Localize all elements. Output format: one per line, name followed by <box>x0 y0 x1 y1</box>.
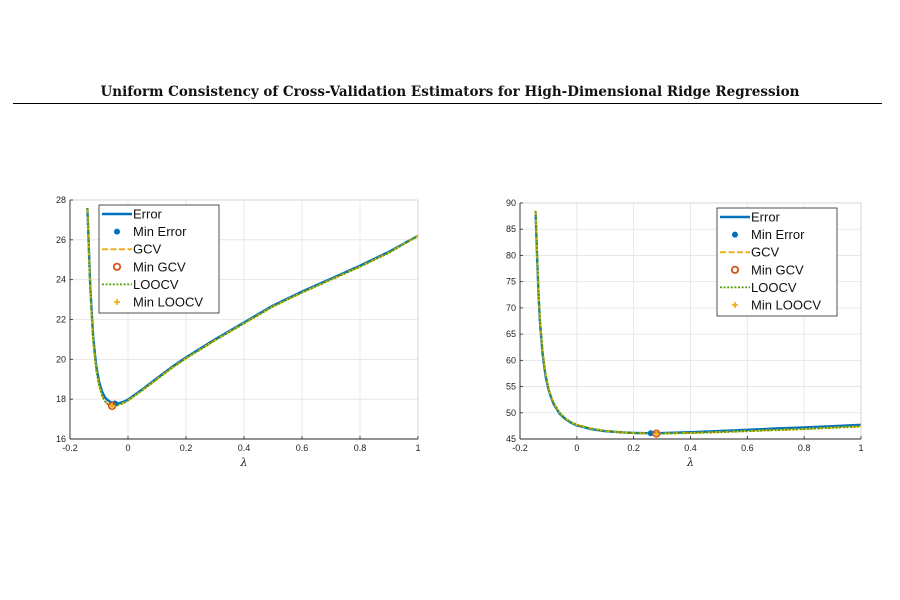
legend-label-min-error: Min Error <box>133 224 187 239</box>
tick-label-y: 65 <box>506 329 516 339</box>
legend-label-min-loocv: Min LOOCV <box>751 298 821 313</box>
tick-label-x: 0.6 <box>296 443 309 453</box>
paper-title: Uniform Consistency of Cross-Validation … <box>100 84 800 100</box>
tick-label-x: 0.8 <box>354 443 367 453</box>
tick-label-x: 0.4 <box>684 443 697 453</box>
legend-label-error: Error <box>751 210 781 225</box>
marker-min-loocv <box>109 402 116 409</box>
legend-swatch-min-loocv <box>114 299 120 305</box>
legend-box <box>716 207 838 317</box>
legend-label-min-loocv: Min LOOCV <box>133 295 203 310</box>
tick-label-y: 16 <box>56 434 66 444</box>
tick-label-y: 24 <box>56 275 66 285</box>
tick-label-y: 55 <box>506 382 516 392</box>
tick-label-x: 0.2 <box>180 443 193 453</box>
tick-label-y: 26 <box>56 235 66 245</box>
legend-swatch-min-error <box>732 231 738 238</box>
legend-label-min-gcv: Min GCV <box>133 259 186 274</box>
tick-label-x: 1 <box>415 443 420 453</box>
legend: Error Min Error GCV Min GCV LOOCV Min LOOCV <box>716 207 838 317</box>
x-axis-label: λ <box>240 456 248 469</box>
legend-box <box>98 204 220 314</box>
tick-label-x: 0.6 <box>741 443 754 453</box>
tick-label-x: 0 <box>574 443 579 453</box>
legend-label-loocv: LOOCV <box>133 277 179 292</box>
marker-min-gcv <box>652 429 661 438</box>
tick-label-x: 0.8 <box>798 443 811 453</box>
tick-label-x: 0 <box>125 443 130 453</box>
legend: Error Min Error GCV Min GCV LOOCV Min LOOCV <box>98 204 220 314</box>
tick-label-y: 85 <box>506 224 516 234</box>
chart-panel-1: -0.2 0 0.2 0.4 0.6 0.8 1 16 18 20 22 24 26 28 λ Error Mi… <box>56 195 421 469</box>
marker-min-loocv <box>653 430 660 437</box>
tick-label-y: 28 <box>56 195 66 205</box>
legend-label-error: Error <box>133 207 163 222</box>
legend-label-gcv: GCV <box>751 245 780 260</box>
tick-label-y: 45 <box>506 434 516 444</box>
tick-label-x: -0.2 <box>512 443 528 453</box>
marker-min-error <box>647 430 654 437</box>
tick-label-x: 0.2 <box>627 443 640 453</box>
legend-swatch-min-error <box>114 228 120 235</box>
tick-label-x: -0.2 <box>62 443 78 453</box>
legend-swatch-min-gcv <box>730 265 740 274</box>
tick-label-y: 22 <box>56 315 66 325</box>
legend-label-min-error: Min Error <box>751 227 805 242</box>
tick-label-x: 0.4 <box>238 443 251 453</box>
series-line-loocv <box>534 210 862 435</box>
legend-label-min-gcv: Min GCV <box>751 262 804 277</box>
x-axis-label: λ <box>686 456 694 469</box>
tick-label-y: 18 <box>56 394 66 404</box>
tick-label-y: 60 <box>506 355 516 365</box>
tick-label-x: 1 <box>858 443 863 453</box>
tick-label-y: 90 <box>506 198 516 208</box>
tick-label-y: 50 <box>506 408 516 418</box>
tick-label-y: 75 <box>506 277 516 287</box>
series-line-loocv <box>86 207 419 407</box>
tick-label-y: 20 <box>56 354 66 364</box>
tick-label-y: 80 <box>506 250 516 260</box>
legend-label-gcv: GCV <box>133 242 162 257</box>
legend-swatch-min-gcv <box>112 262 122 271</box>
tick-label-y: 70 <box>506 303 516 313</box>
marker-min-gcv <box>107 401 117 411</box>
chart-panel-2: -0.2 0 0.2 0.4 0.6 0.8 1 45 50 55 60 65 70 75 80 85 90 λ E… <box>506 198 864 469</box>
title-rule <box>13 103 882 104</box>
legend-label-loocv: LOOCV <box>751 280 797 295</box>
legend-swatch-min-loocv <box>732 302 738 308</box>
